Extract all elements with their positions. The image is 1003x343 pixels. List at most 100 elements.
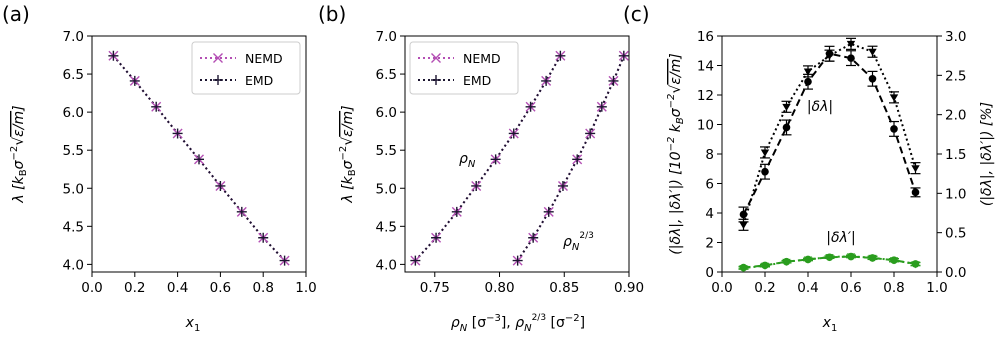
- panel-label-b: (b): [318, 2, 346, 26]
- point-delta-lambda-right: [868, 48, 877, 56]
- y-axis-label-b: λ [kBσ−2√ε/m]: [338, 105, 358, 203]
- c-ytick-label: 2: [705, 236, 714, 252]
- b-xtick-label: 0.90: [614, 280, 644, 296]
- legend-marker-nemd-b: [431, 53, 441, 63]
- y-axis-label-c: (|δλ|, |δλ′|) [10−2 kBσ−2√ε/m]: [666, 53, 686, 254]
- panel-b: 0.75 0.80 0.85 0.90 4.0 4.5 5.0 5.5 6.0 6.5 7.0 ρN…: [338, 29, 644, 334]
- c-ytick-label-right: 2.5: [945, 68, 966, 84]
- point-emd-b: [512, 255, 523, 266]
- point-emd-b: [410, 255, 421, 266]
- point-emd-a: [258, 232, 269, 243]
- legend-label-nemd-b: NEMD: [463, 51, 501, 66]
- legend-marks-a: [200, 53, 236, 85]
- point-delta-lambda-left: [911, 188, 920, 197]
- annotation-rho-n: ρN: [459, 151, 476, 170]
- point-emd-b: [508, 128, 519, 139]
- c-ytick-label-right: 1.5: [945, 147, 966, 163]
- point-delta-lambda-prime-right: [868, 254, 877, 263]
- point-delta-lambda-left: [739, 210, 748, 219]
- a-xtick-label: 0.0: [81, 280, 102, 296]
- point-emd-b: [555, 50, 566, 61]
- axis-ticks-c: 0.0 0.2 0.4 0.6 0.8 1.0 0 2 4 6 8 10 12 14 16 0.0 0.5 1.0…: [697, 29, 967, 296]
- c-ytick-label: 6: [705, 177, 714, 193]
- point-emd-a: [172, 128, 183, 139]
- c-ytick-label: 12: [697, 88, 714, 104]
- point-emd-a: [194, 154, 204, 165]
- c-xtick-label: 0.6: [840, 280, 861, 296]
- annotation-delta-lambda: |δλ|: [807, 99, 833, 115]
- c-ytick-label-right: 1.0: [945, 186, 966, 202]
- c-ytick-label-right: 0.0: [945, 265, 966, 281]
- point-delta-lambda-right: [825, 52, 834, 60]
- point-delta-lambda-left: [782, 123, 791, 132]
- legend-marks-b: [418, 53, 454, 85]
- x-axis-label-a: x1: [185, 315, 201, 334]
- point-delta-lambda-prime-right: [911, 261, 920, 269]
- legend-marker-emd-b: [431, 75, 441, 85]
- point-delta-lambda-prime-right: [760, 262, 770, 270]
- point-delta-lambda-prime-right: [825, 254, 834, 262]
- point-delta-lambda-prime-right: [803, 256, 813, 264]
- b-ytick-label: 5.5: [376, 143, 397, 159]
- x-axis-label-c: x1: [822, 315, 838, 334]
- c-ytick-label: 10: [697, 118, 714, 134]
- b-xtick-label: 0.80: [484, 280, 514, 296]
- point-delta-lambda-right: [889, 94, 899, 102]
- point-emd-b: [572, 154, 583, 165]
- point-delta-lambda-left: [868, 74, 877, 83]
- b-ytick-label: 4.0: [376, 257, 397, 273]
- c-xtick-label: 0.4: [797, 280, 818, 296]
- point-emd-b: [618, 50, 629, 61]
- c-ytick-label-right: 2.0: [945, 108, 966, 124]
- b-ytick-label: 6.0: [376, 105, 397, 121]
- point-delta-lambda-right: [782, 103, 791, 111]
- a-ytick-label: 4.5: [63, 219, 84, 235]
- point-emd-b: [608, 75, 619, 86]
- plot-frame-a: [91, 35, 307, 273]
- point-emd-b: [541, 75, 552, 86]
- a-xtick-label: 0.2: [124, 280, 145, 296]
- legend-marker-nemd-a: [213, 53, 223, 63]
- legend-label-emd-b: EMD: [463, 73, 491, 88]
- point-emd-b: [490, 154, 501, 165]
- panel-label-c: (c): [623, 2, 650, 26]
- a-ytick-label: 6.0: [63, 105, 84, 121]
- annotation-delta-lambda-prime: |δλ′|: [826, 230, 855, 246]
- b-ytick-label: 4.5: [376, 219, 397, 235]
- a-ytick-label: 7.0: [63, 29, 84, 45]
- legend-marker-emd-a: [213, 75, 223, 85]
- c-ytick-label-right: 3.0: [945, 29, 966, 45]
- point-delta-lambda-prime-right: [889, 257, 899, 265]
- point-emd-a: [151, 101, 162, 112]
- point-emd-b: [471, 180, 482, 191]
- panel-a: 0.0 0.2 0.4 0.6 0.8 1.04.04.55.05.56.06.57.0 …: [9, 29, 317, 334]
- y-axis-label-right-c: (|δλ|, |δλ′|) [%]: [979, 102, 995, 206]
- point-emd-a: [215, 180, 226, 191]
- legend-a: NEMD EMD: [191, 41, 301, 95]
- c-xtick-label: 0.8: [883, 280, 904, 296]
- series-line-delta-lambda-prime-left: [743, 255, 916, 269]
- point-emd-a: [236, 206, 247, 217]
- legend-label-nemd-a: NEMD: [245, 51, 283, 66]
- series-line-delta-lambda-right: [742, 42, 917, 226]
- annotation-rho-n-two-thirds: ρN2/3: [563, 231, 594, 253]
- legend-b: NEMD EMD: [409, 41, 519, 95]
- point-delta-lambda-right: [739, 221, 748, 229]
- point-delta-lambda-prime-right: [739, 265, 748, 273]
- data-marks-b: [410, 50, 629, 266]
- point-emd-a: [129, 75, 140, 86]
- point-delta-lambda-left: [890, 125, 898, 133]
- c-ytick-label: 16: [697, 29, 714, 45]
- point-delta-lambda-right: [911, 165, 920, 173]
- axis-ticks-a: 0.0 0.2 0.4 0.6 0.8 1.0 4.0 4.5 5.0 5.5 6.0 6.5 7.0: [63, 29, 317, 296]
- point-emd-b: [528, 232, 539, 243]
- c-ytick-label: 4: [705, 206, 714, 222]
- a-ytick-label: 4.0: [63, 257, 84, 273]
- point-emd-b: [585, 128, 596, 139]
- b-ytick-label: 7.0: [376, 29, 397, 45]
- b-xtick-label: 0.75: [420, 280, 450, 296]
- a-xtick-label: 0.6: [210, 280, 231, 296]
- a-xtick-label: 0.4: [167, 280, 188, 296]
- a-xtick-label: 1.0: [295, 280, 316, 296]
